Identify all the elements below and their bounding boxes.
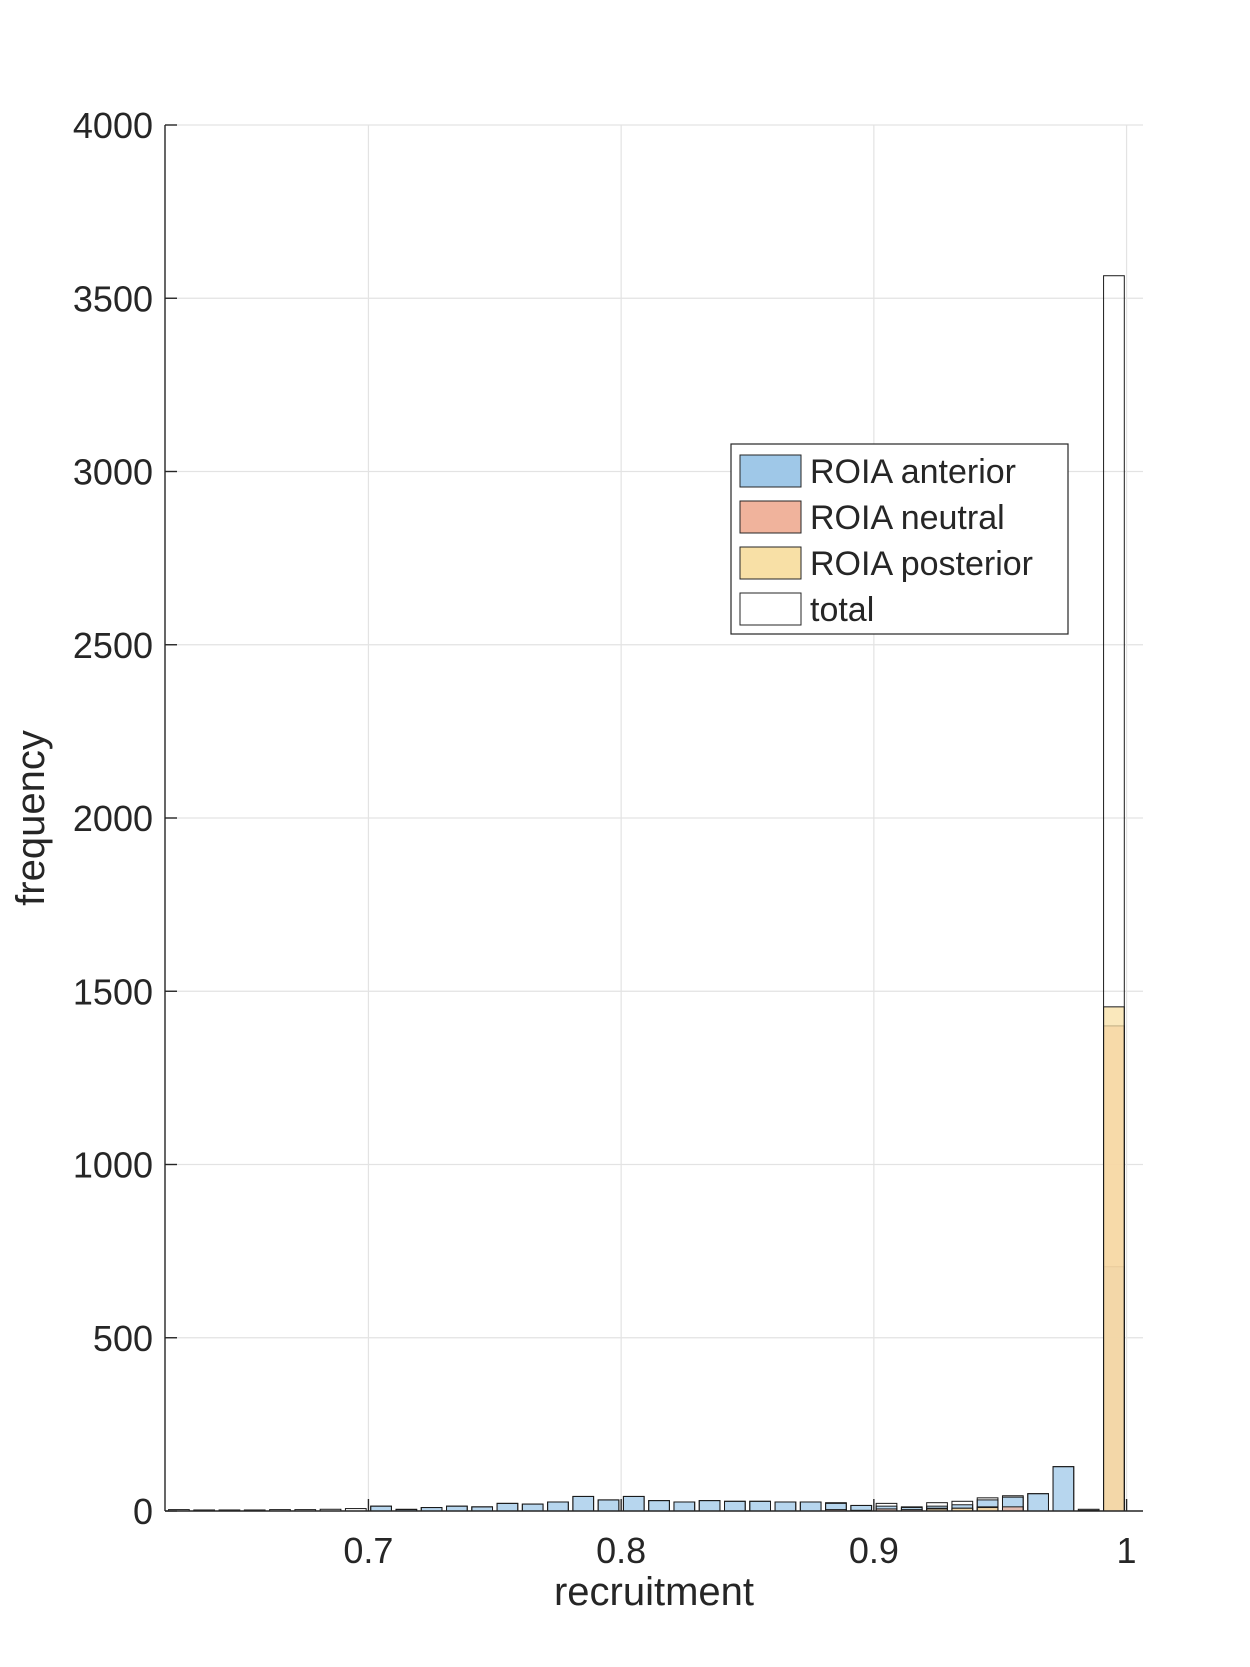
bar-roia-anterior	[648, 1500, 670, 1512]
legend-swatch-neutral	[739, 500, 802, 534]
bar-roia-anterior	[446, 1505, 468, 1512]
legend-label-total: total	[810, 591, 874, 629]
legend-label-anterior: ROIA anterior	[810, 453, 1016, 491]
legend-label-posterior: ROIA posterior	[810, 545, 1033, 583]
legend-swatch-posterior	[739, 546, 802, 580]
x-tick-labels: 0.7 0.8 0.9 1	[343, 1530, 1136, 1571]
grid-lines	[165, 124, 1143, 1512]
bar-roia-anterior	[496, 1502, 519, 1512]
bar-roia-anterior	[749, 1500, 772, 1512]
y-tick-label: 4000	[73, 105, 153, 146]
legend: ROIA anterior ROIA neutral ROIA posterio…	[730, 443, 1069, 635]
legend-swatch-total	[739, 592, 802, 626]
bar-roia-anterior	[370, 1505, 392, 1512]
y-tick-label: 1000	[73, 1145, 153, 1186]
y-tick-label: 2000	[73, 798, 153, 839]
axes	[164, 124, 1143, 1512]
bar-roia-anterior	[799, 1501, 822, 1512]
y-tick-label: 3500	[73, 278, 153, 319]
histogram-bars	[168, 275, 1125, 1512]
bar-roia-posterior	[1103, 1006, 1125, 1512]
y-tick-label: 500	[93, 1318, 153, 1359]
bar-roia-anterior	[673, 1501, 696, 1512]
bar-roia-anterior	[774, 1501, 797, 1512]
bar-roia-anterior	[521, 1503, 544, 1512]
bar-roia-anterior	[1052, 1466, 1075, 1512]
bar-roia-anterior	[597, 1499, 620, 1512]
legend-swatch-anterior	[739, 454, 802, 488]
bar-roia-anterior	[724, 1500, 746, 1512]
y-axis-title: frequency	[9, 730, 53, 906]
y-tick-label: 1500	[73, 971, 153, 1012]
bar-roia-anterior	[1027, 1493, 1049, 1512]
y-tick-label: 0	[133, 1491, 153, 1532]
y-tick-label: 2500	[73, 625, 153, 666]
x-axis-title: recruitment	[554, 1570, 754, 1614]
bar-roia-anterior	[547, 1501, 569, 1512]
legend-label-neutral: ROIA neutral	[810, 499, 1005, 537]
x-tick-label: 0.8	[596, 1530, 646, 1571]
bar-roia-anterior	[572, 1495, 595, 1512]
x-tick-label: 0.7	[343, 1530, 393, 1571]
bar-roia-anterior	[698, 1500, 721, 1512]
y-tick-labels: 0 500 1000 1500 2000 2500 3000 3500 4000	[73, 105, 153, 1532]
x-tick-label: 1	[1117, 1530, 1137, 1571]
y-tick-label: 3000	[73, 452, 153, 493]
x-tick-label: 0.9	[849, 1530, 899, 1571]
bar-roia-anterior	[622, 1495, 645, 1512]
